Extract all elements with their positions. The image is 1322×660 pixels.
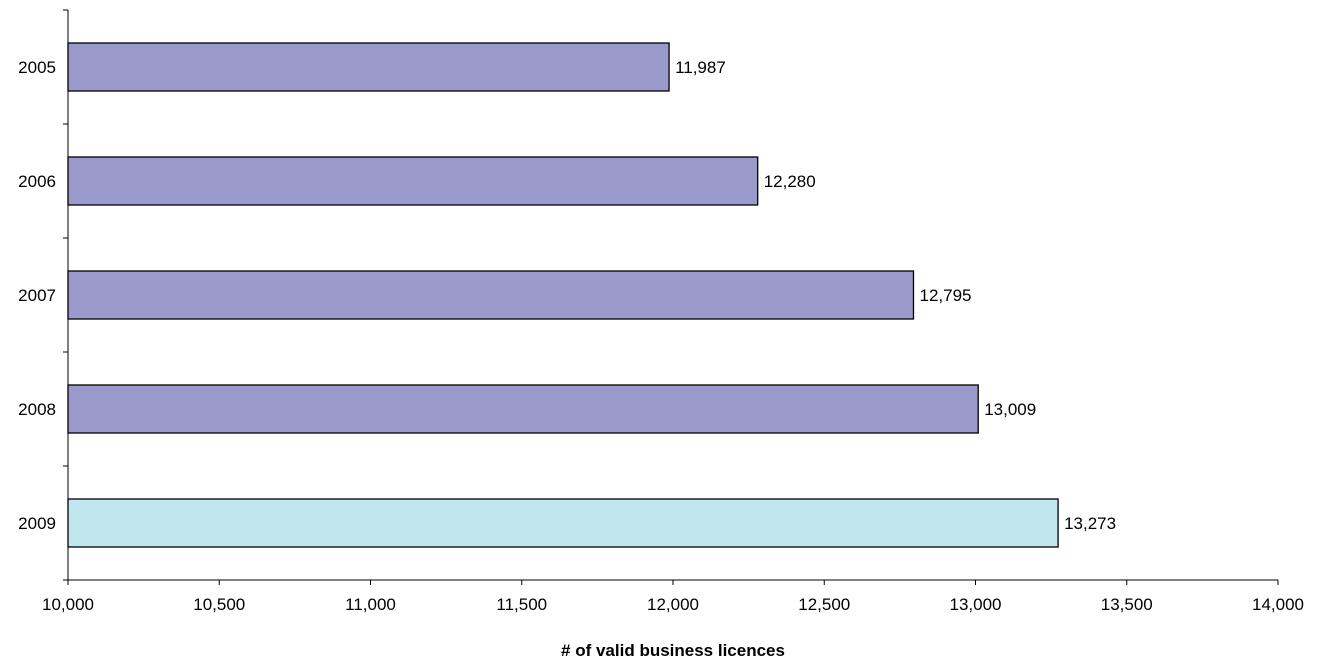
y-tick-label-2007: 2007 (18, 286, 56, 305)
x-tick-label: 10,500 (193, 595, 245, 614)
bar-2006 (67, 156, 759, 206)
y-axis: 2005 2006 2007 2008 2009 (18, 9, 69, 581)
x-tick-label: 12,000 (647, 595, 699, 614)
data-label-2006: 12,280 (764, 172, 816, 191)
bars-group: 11,987 12,280 12,795 13,009 13,273 (67, 42, 1116, 548)
x-axis-title: # of valid business licences (561, 641, 785, 660)
y-tick-label-2009: 2009 (18, 514, 56, 533)
x-tick-label: 11,500 (496, 595, 547, 614)
bar-2008 (67, 384, 979, 434)
x-axis: 10,000 10,500 11,000 11,500 12,000 12,500 13,0… (42, 579, 1304, 614)
bar-2009 (67, 498, 1059, 548)
x-tick-label: 12,500 (798, 595, 850, 614)
y-tick-label-2008: 2008 (18, 400, 56, 419)
data-label-2009: 13,273 (1064, 514, 1116, 533)
y-tick-label-2006: 2006 (18, 172, 56, 191)
x-tick-label: 13,000 (950, 595, 1002, 614)
y-tick-label-2005: 2005 (18, 58, 56, 77)
data-label-2007: 12,795 (919, 286, 971, 305)
bar-2005 (67, 42, 670, 92)
x-tick-label: 10,000 (42, 595, 94, 614)
data-label-2008: 13,009 (984, 400, 1036, 419)
x-tick-label: 11,000 (345, 595, 396, 614)
data-label-2005: 11,987 (675, 58, 726, 77)
bar-2007 (67, 270, 915, 320)
x-tick-label: 13,500 (1101, 595, 1153, 614)
x-tick-label: 14,000 (1252, 595, 1304, 614)
